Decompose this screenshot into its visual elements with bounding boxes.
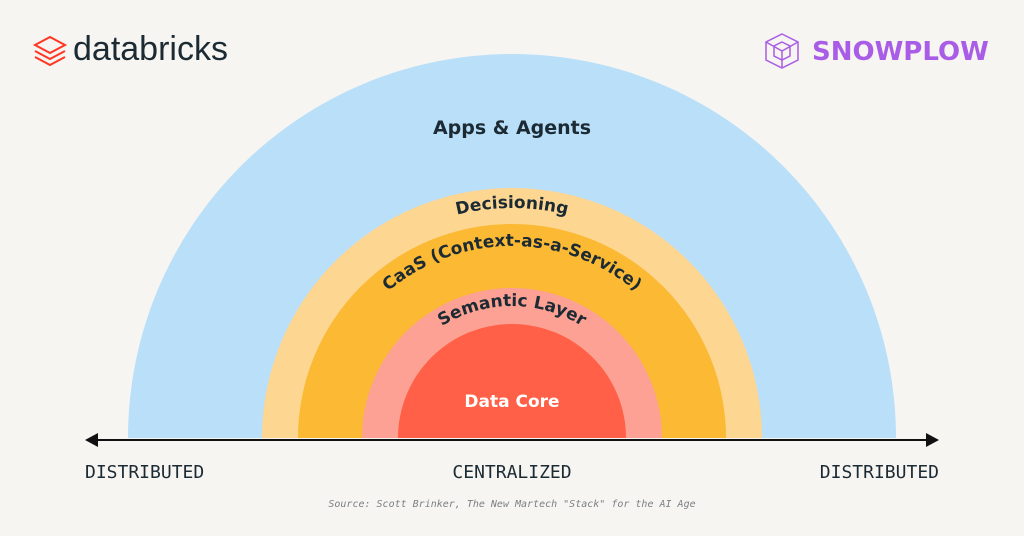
axis-label-center: CENTRALIZED <box>452 462 571 483</box>
databricks-logo: databricks <box>32 30 228 68</box>
databricks-wordmark: databricks <box>73 30 228 68</box>
arrow-right-icon <box>926 433 939 447</box>
label-apps-agents: Apps & Agents <box>433 117 591 139</box>
snowplow-wordmark: SNOWPLOW <box>812 37 989 67</box>
axis-label-left: DISTRIBUTED <box>85 462 204 483</box>
layer-data-core <box>398 324 626 438</box>
axis-label-right: DISTRIBUTED <box>820 462 939 483</box>
label-data-core: Data Core <box>464 392 559 412</box>
snowplow-logo: SNOWPLOW <box>765 33 989 69</box>
databricks-stack-icon <box>32 35 68 67</box>
snowplow-hexagon-icon <box>765 33 799 69</box>
arrow-left-icon <box>85 433 98 447</box>
source-caption: Source: Scott Brinker, The New Martech "… <box>328 499 695 510</box>
axis-arrow <box>85 433 939 447</box>
